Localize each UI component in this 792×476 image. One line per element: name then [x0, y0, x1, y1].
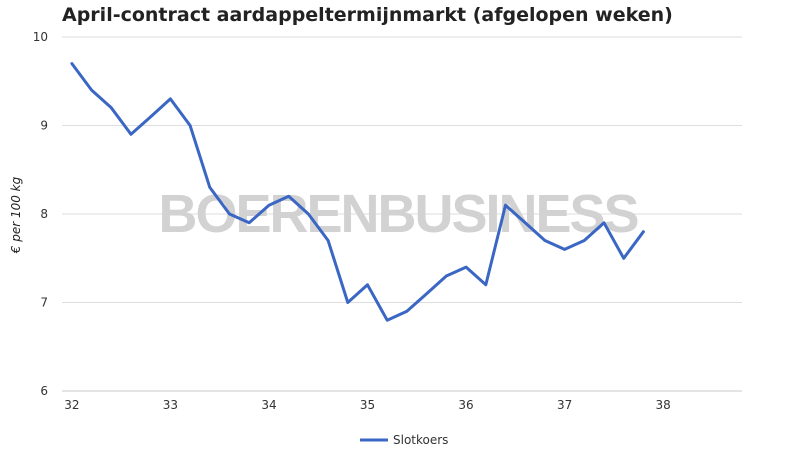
y-tick-label: 6 [40, 384, 48, 398]
data-point[interactable] [247, 221, 251, 225]
data-point[interactable] [109, 106, 113, 110]
data-point[interactable] [149, 115, 153, 119]
data-point[interactable] [543, 239, 547, 243]
data-point[interactable] [129, 132, 133, 136]
data-point[interactable] [168, 97, 172, 101]
x-tick-label: 37 [557, 398, 572, 412]
data-point[interactable] [405, 309, 409, 313]
data-point[interactable] [287, 194, 291, 198]
data-point[interactable] [503, 203, 507, 207]
data-point[interactable] [484, 283, 488, 287]
grid-lines [62, 36, 742, 392]
chart-title: April-contract aardappeltermijnmarkt (af… [62, 4, 673, 26]
data-point[interactable] [464, 265, 468, 269]
watermark: BOERENBUSINESS [158, 184, 637, 244]
data-point[interactable] [582, 239, 586, 243]
data-point[interactable] [306, 212, 310, 216]
data-point[interactable] [444, 274, 448, 278]
data-point[interactable] [366, 283, 370, 287]
x-axis-ticks: 32 33 34 35 36 37 38 [64, 398, 671, 412]
data-point[interactable] [228, 212, 232, 216]
y-tick-label: 8 [40, 207, 48, 221]
data-point[interactable] [90, 88, 94, 92]
y-tick-label: 10 [33, 30, 48, 44]
data-point[interactable] [346, 301, 350, 305]
y-tick-label: 7 [40, 296, 48, 310]
y-axis-label: € per 100 kg [9, 176, 23, 254]
x-tick-label: 35 [360, 398, 375, 412]
data-point[interactable] [326, 239, 330, 243]
data-point[interactable] [641, 230, 645, 234]
data-point[interactable] [208, 185, 212, 189]
y-axis-ticks: 10 9 8 7 6 [33, 30, 48, 398]
data-point[interactable] [425, 292, 429, 296]
x-tick-label: 34 [261, 398, 276, 412]
data-point[interactable] [70, 62, 74, 66]
data-point[interactable] [523, 221, 527, 225]
x-tick-label: 36 [458, 398, 473, 412]
data-point[interactable] [602, 221, 606, 225]
x-tick-label: 38 [656, 398, 671, 412]
series-layer [70, 62, 645, 322]
data-point[interactable] [188, 124, 192, 128]
data-point[interactable] [267, 203, 271, 207]
x-tick-label: 33 [163, 398, 178, 412]
data-point[interactable] [622, 256, 626, 260]
series-line-slotkoers[interactable] [70, 62, 645, 322]
x-tick-label: 32 [64, 398, 79, 412]
data-point[interactable] [385, 318, 389, 322]
legend-label-slotkoers: Slotkoers [393, 433, 448, 447]
legend[interactable]: Slotkoers [360, 433, 448, 447]
data-point[interactable] [563, 247, 567, 251]
y-tick-label: 9 [40, 119, 48, 133]
